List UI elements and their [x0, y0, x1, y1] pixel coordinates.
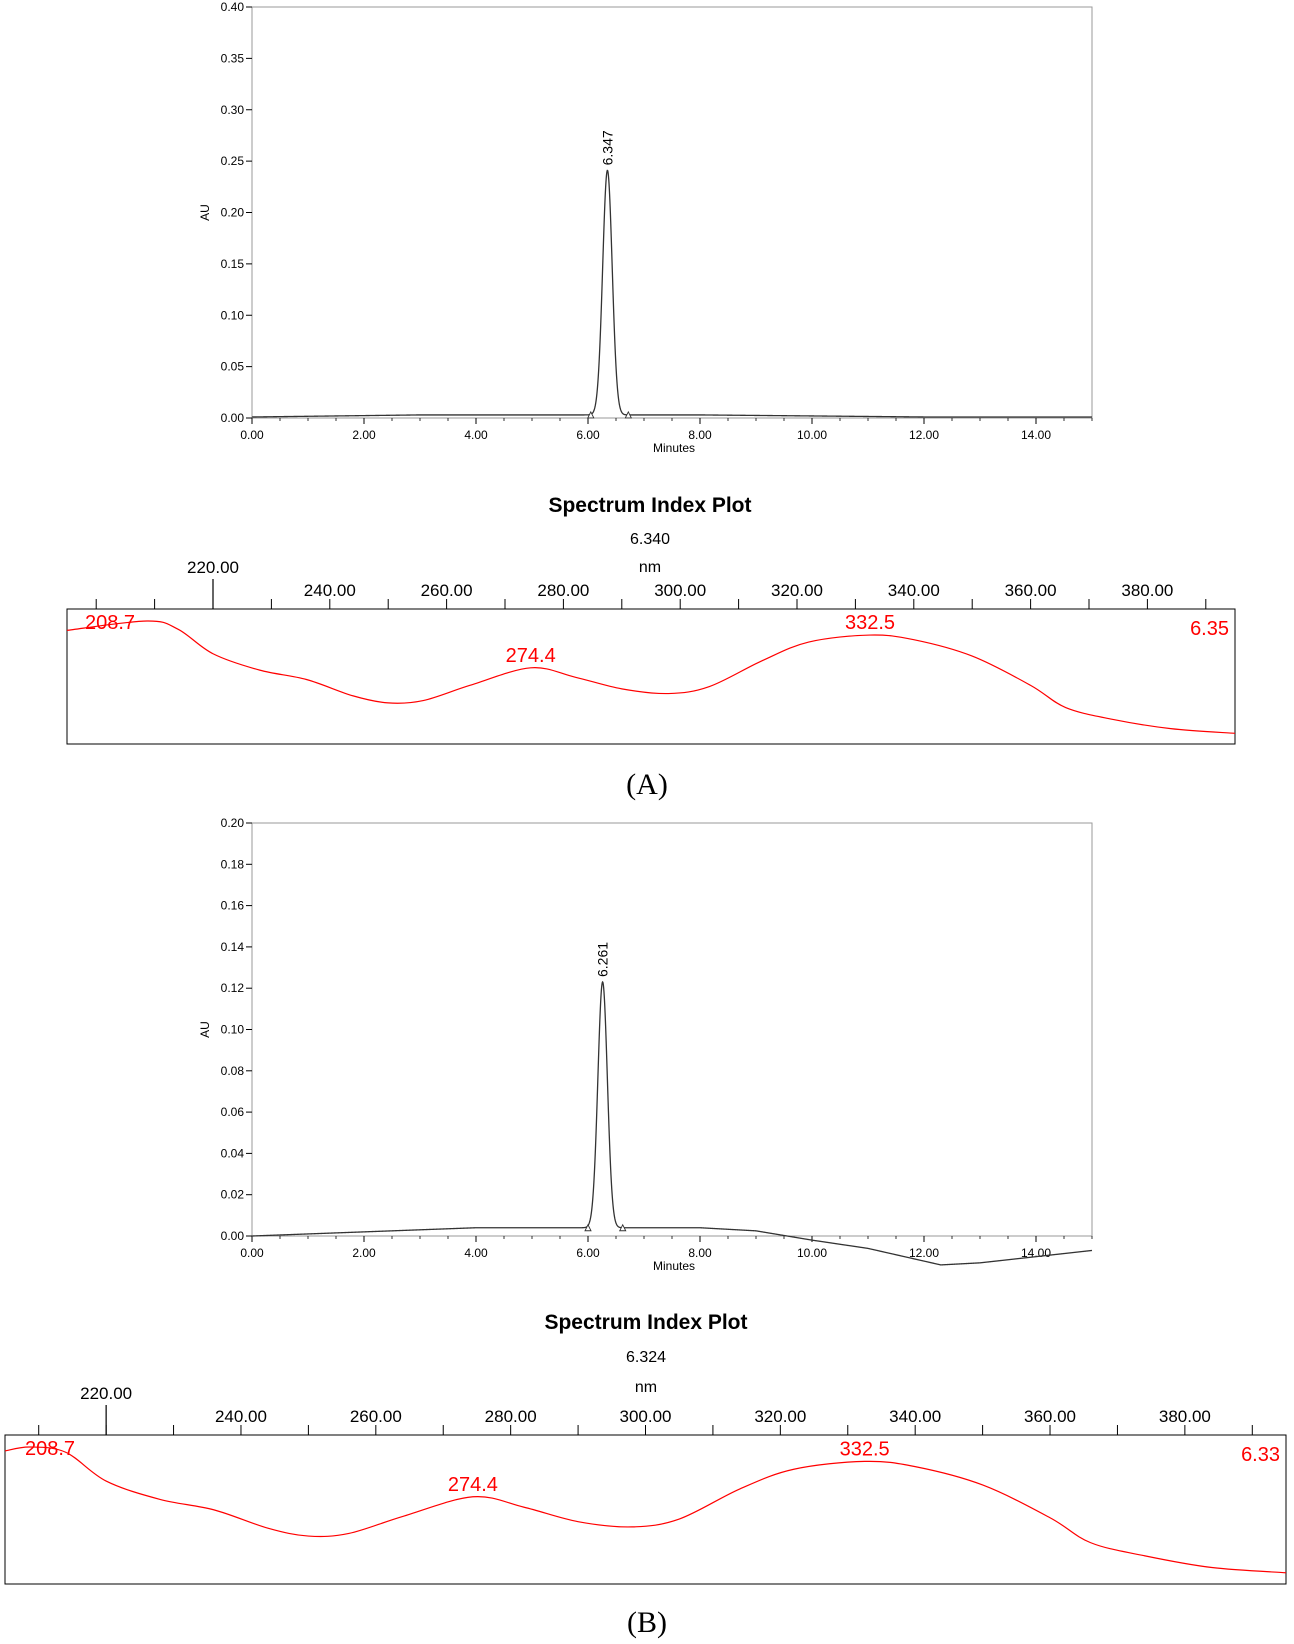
spec-1-plot-frame [66, 608, 1236, 745]
chrom-2-y-tick-label: 0.14 [221, 940, 245, 954]
chrom-2-y-tick-label: 0.00 [221, 1229, 245, 1243]
spec-3-x-tick-label: 300.00 [620, 1407, 672, 1426]
chrom-0-y-axis-title: AU [198, 204, 212, 221]
chrom-0-y-tick-label: 0.25 [221, 154, 245, 168]
chrom-2-y-tick-label: 0.16 [221, 899, 245, 913]
spec-1-x-tick-label: 320.00 [771, 581, 823, 600]
chrom-2-plot-frame [251, 822, 1093, 1237]
chrom-0-x-tick-label: 12.00 [909, 428, 939, 442]
chrom-0-x-tick-label: 0.00 [240, 428, 264, 442]
spec-1-title: Spectrum Index Plot [548, 494, 751, 517]
panel-label-a: (A) [626, 768, 668, 801]
chrom-2-y-tick-label: 0.06 [221, 1105, 245, 1119]
spec-3-x-tick-label: 220.00 [80, 1384, 132, 1403]
spec-3-x-tick-label: 360.00 [1024, 1407, 1076, 1426]
chrom-2-integration-marker [618, 1223, 627, 1232]
chrom-0-x-tick-label: 6.00 [576, 428, 600, 442]
chrom-2-x-tick-label: 8.00 [688, 1246, 712, 1260]
spec-3-plot-frame [4, 1434, 1287, 1585]
spec-3-subtitle: 6.324 [626, 1349, 666, 1366]
chrom-2-x-tick-label: 10.00 [797, 1246, 827, 1260]
chrom-0-x-tick-label: 8.00 [688, 428, 712, 442]
chrom-0-peak-label: 6.347 [599, 130, 615, 165]
chrom-2-y-tick-label: 0.02 [221, 1188, 245, 1202]
chrom-2-peak-label: 6.261 [595, 942, 611, 977]
chrom-2-y-tick-label: 0.20 [221, 816, 245, 830]
spec-1-subtitle: 6.340 [630, 531, 670, 548]
chrom-2-y-tick-label: 0.12 [221, 981, 245, 995]
spec-3-title: Spectrum Index Plot [544, 1311, 747, 1334]
chrom-0-x-tick-label: 10.00 [797, 428, 827, 442]
chrom-2-y-tick-label: 0.18 [221, 857, 245, 871]
spec-3-x-tick-label: 380.00 [1159, 1407, 1211, 1426]
spec-3-x-tick-label: 320.00 [754, 1407, 806, 1426]
spec-1-x-tick-label: 220.00 [187, 558, 239, 577]
chrom-0-x-tick-label: 4.00 [464, 428, 488, 442]
spec-1-spectrum-line [66, 620, 1236, 734]
panel-label-b: (B) [627, 1606, 667, 1639]
chrom-0-x-axis-title: Minutes [653, 441, 695, 455]
spec-1-retention-label: 6.35 [1190, 618, 1229, 640]
spec-3-x-axis-title: nm [635, 1379, 657, 1396]
spec-1-x-tick-label: 240.00 [304, 581, 356, 600]
spec-3-maximum-label: 208.7 [25, 1438, 75, 1460]
spec-3-x-tick-label: 280.00 [485, 1407, 537, 1426]
chrom-2-y-tick-label: 0.08 [221, 1064, 245, 1078]
chrom-0-plot-frame [251, 6, 1093, 419]
chrom-2-x-tick-label: 14.00 [1021, 1246, 1051, 1260]
spec-3-x-tick-label: 240.00 [215, 1407, 267, 1426]
spec-3-maximum-label: 332.5 [840, 1438, 890, 1460]
chrom-0-x-tick-label: 2.00 [352, 428, 376, 442]
chrom-0-integration-marker [624, 410, 633, 419]
spec-1-x-tick-label: 340.00 [888, 581, 940, 600]
spec-1-x-tick-label: 380.00 [1121, 581, 1173, 600]
chrom-0-y-tick-label: 0.05 [221, 360, 245, 374]
spec-1-x-axis-title: nm [639, 559, 661, 576]
chrom-2-x-axis-title: Minutes [653, 1259, 695, 1273]
chrom-0-x-tick-label: 14.00 [1021, 428, 1051, 442]
chrom-0-y-tick-label: 0.00 [221, 411, 245, 425]
spec-3-maximum-label: 274.4 [448, 1474, 498, 1496]
chrom-2-y-axis-title: AU [198, 1021, 212, 1038]
spec-1-x-tick-label: 280.00 [537, 581, 589, 600]
chrom-2-x-tick-label: 4.00 [464, 1246, 488, 1260]
spec-1-maximum-label: 332.5 [845, 612, 895, 634]
spec-1-maximum-label: 208.7 [85, 612, 135, 634]
chrom-2-x-tick-label: 2.00 [352, 1246, 376, 1260]
spec-3-retention-label: 6.33 [1241, 1444, 1280, 1466]
chrom-0-y-tick-label: 0.20 [221, 206, 245, 220]
chrom-0-y-tick-label: 0.10 [221, 308, 245, 322]
spec-3-spectrum-line [4, 1446, 1287, 1574]
chrom-2-y-tick-label: 0.04 [221, 1146, 245, 1160]
spec-1-x-tick-label: 260.00 [421, 581, 473, 600]
spec-1-x-tick-label: 300.00 [654, 581, 706, 600]
chrom-2-y-tick-label: 0.10 [221, 1023, 245, 1037]
spec-1-x-tick-label: 360.00 [1005, 581, 1057, 600]
chrom-0-y-tick-label: 0.40 [221, 0, 245, 14]
chrom-0-y-tick-label: 0.35 [221, 51, 245, 65]
chrom-0-y-tick-label: 0.15 [221, 257, 245, 271]
chrom-2-x-tick-label: 0.00 [240, 1246, 264, 1260]
chrom-0-trace-line [252, 169, 1092, 418]
chrom-2-x-tick-label: 12.00 [909, 1246, 939, 1260]
spec-1-maximum-label: 274.4 [506, 645, 556, 667]
chrom-2-trace-line [251, 980, 1093, 1266]
chrom-2-x-tick-label: 6.00 [576, 1246, 600, 1260]
chrom-0-integration-marker [587, 410, 595, 419]
spec-3-x-tick-label: 260.00 [350, 1407, 402, 1426]
spec-3-x-tick-label: 340.00 [889, 1407, 941, 1426]
chrom-0-y-tick-label: 0.30 [221, 103, 245, 117]
chrom-2-integration-marker [584, 1223, 592, 1232]
